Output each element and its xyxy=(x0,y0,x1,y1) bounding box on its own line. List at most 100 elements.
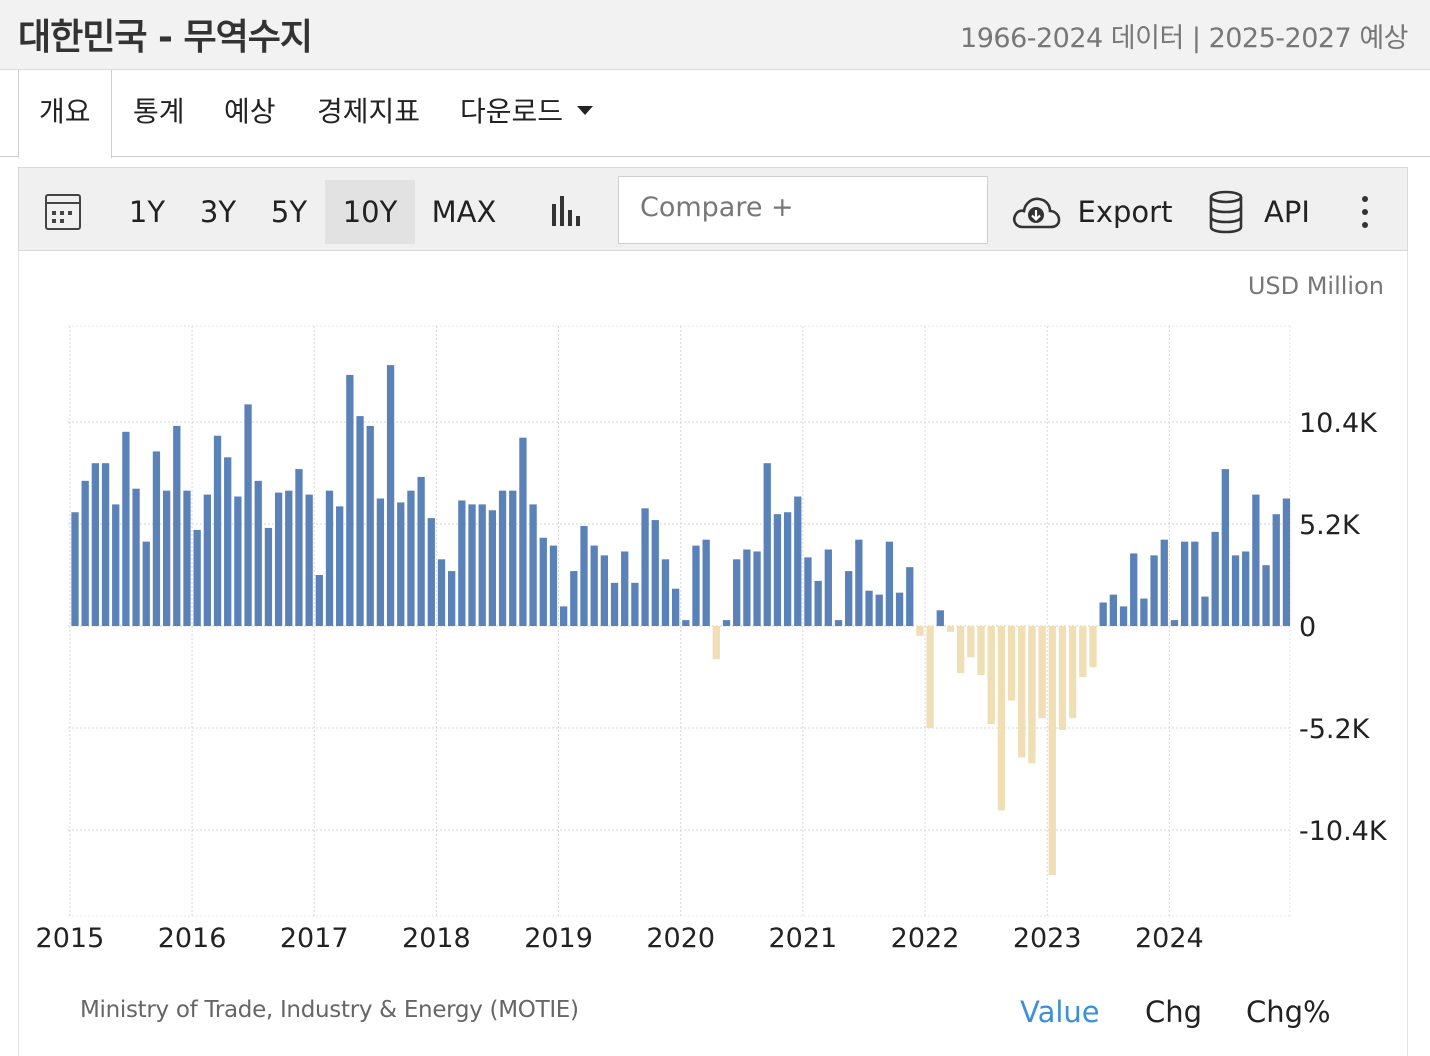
bar[interactable] xyxy=(1058,626,1067,730)
bar[interactable] xyxy=(285,490,293,626)
bar[interactable] xyxy=(478,504,486,626)
bar[interactable] xyxy=(753,551,761,626)
bar[interactable] xyxy=(783,512,792,626)
bar[interactable] xyxy=(91,463,100,626)
bar[interactable] xyxy=(559,606,568,626)
bar[interactable] xyxy=(1211,531,1219,626)
bar[interactable] xyxy=(448,571,456,626)
bar[interactable] xyxy=(71,512,79,626)
bar[interactable] xyxy=(173,425,181,626)
bar[interactable] xyxy=(1282,498,1291,627)
tab-overview[interactable]: 개요 xyxy=(18,70,112,158)
bar[interactable] xyxy=(81,480,89,626)
bar[interactable] xyxy=(305,494,313,626)
bar[interactable] xyxy=(712,626,720,660)
bar[interactable] xyxy=(417,476,425,626)
bar[interactable] xyxy=(661,559,670,626)
bar[interactable] xyxy=(743,549,751,627)
bar[interactable] xyxy=(946,626,955,632)
bar[interactable] xyxy=(1160,539,1168,626)
bar[interactable] xyxy=(1272,514,1280,626)
bar[interactable] xyxy=(997,626,1006,811)
export-button[interactable]: Export xyxy=(1077,195,1173,229)
bar[interactable] xyxy=(1028,626,1036,764)
bar[interactable] xyxy=(1170,620,1179,626)
bar[interactable] xyxy=(1231,555,1240,626)
bar[interactable] xyxy=(824,549,832,627)
api-button[interactable]: API xyxy=(1264,195,1310,229)
bar[interactable] xyxy=(254,480,262,626)
bar[interactable] xyxy=(987,626,995,725)
bar[interactable] xyxy=(519,437,527,626)
bar[interactable] xyxy=(865,590,873,626)
calendar-icon[interactable] xyxy=(45,194,81,230)
tab-download[interactable]: 다운로드 xyxy=(460,70,594,157)
bar[interactable] xyxy=(926,626,934,728)
bar[interactable] xyxy=(549,545,558,626)
bar[interactable] xyxy=(529,504,537,626)
bar[interactable] xyxy=(142,541,150,626)
bar[interactable] xyxy=(427,518,435,626)
bar[interactable] xyxy=(671,588,680,626)
chg-percent-tab[interactable]: Chg% xyxy=(1246,995,1331,1029)
range-1y-button[interactable]: 1Y xyxy=(128,195,166,229)
bar[interactable] xyxy=(1038,626,1046,719)
bar[interactable] xyxy=(631,582,639,626)
bar[interactable] xyxy=(132,488,140,626)
bar[interactable] xyxy=(845,571,853,626)
bar[interactable] xyxy=(1262,565,1270,626)
bar[interactable] xyxy=(875,594,883,626)
bar[interactable] xyxy=(906,567,914,626)
bar[interactable] xyxy=(1079,626,1087,677)
bar[interactable] xyxy=(346,374,354,626)
bar[interactable] xyxy=(152,451,161,626)
bar[interactable] xyxy=(814,580,822,626)
bar[interactable] xyxy=(916,626,924,636)
bar[interactable] xyxy=(794,496,802,626)
bar[interactable] xyxy=(641,508,649,626)
bar[interactable] xyxy=(315,575,323,626)
cloud-download-icon[interactable] xyxy=(1011,194,1061,230)
range-5y-button[interactable]: 5Y xyxy=(270,195,308,229)
bar[interactable] xyxy=(264,527,273,626)
bar[interactable] xyxy=(509,490,517,626)
bar[interactable] xyxy=(977,626,985,676)
bar[interactable] xyxy=(855,539,863,626)
bar[interactable] xyxy=(488,510,497,626)
bar[interactable] xyxy=(1130,553,1138,626)
bar[interactable] xyxy=(702,539,710,626)
bar[interactable] xyxy=(1242,551,1250,626)
database-icon[interactable] xyxy=(1208,190,1244,234)
chg-tab[interactable]: Chg xyxy=(1145,995,1203,1029)
bar[interactable] xyxy=(1150,555,1158,626)
tab-indicators[interactable]: 경제지표 xyxy=(317,95,421,128)
bar[interactable] xyxy=(234,496,242,626)
bar[interactable] xyxy=(722,620,731,626)
bar[interactable] xyxy=(122,431,130,626)
bar[interactable] xyxy=(804,557,812,626)
bar[interactable] xyxy=(274,492,283,626)
bar[interactable] xyxy=(1221,469,1229,626)
bar[interactable] xyxy=(397,502,405,626)
more-vertical-icon[interactable] xyxy=(1359,196,1371,228)
bar[interactable] xyxy=(162,490,171,626)
bar[interactable] xyxy=(936,610,944,626)
value-tab[interactable]: Value xyxy=(1020,995,1100,1029)
bar[interactable] xyxy=(336,506,344,626)
bar[interactable] xyxy=(957,626,965,674)
bar[interactable] xyxy=(101,463,110,626)
tab-statistics[interactable]: 통계 xyxy=(133,95,185,128)
range-max-button[interactable]: MAX xyxy=(431,195,497,229)
bar[interactable] xyxy=(580,525,588,626)
bar[interactable] xyxy=(1007,626,1016,701)
bar[interactable] xyxy=(651,520,659,626)
bar[interactable] xyxy=(295,469,303,626)
bar[interactable] xyxy=(1140,598,1148,626)
bar[interactable] xyxy=(763,463,771,626)
bar[interactable] xyxy=(610,582,619,626)
bar[interactable] xyxy=(376,498,385,627)
bar[interactable] xyxy=(834,620,843,626)
bar[interactable] xyxy=(244,404,252,626)
bar[interactable] xyxy=(600,555,609,626)
range-10y-button[interactable]: 10Y xyxy=(325,180,415,244)
